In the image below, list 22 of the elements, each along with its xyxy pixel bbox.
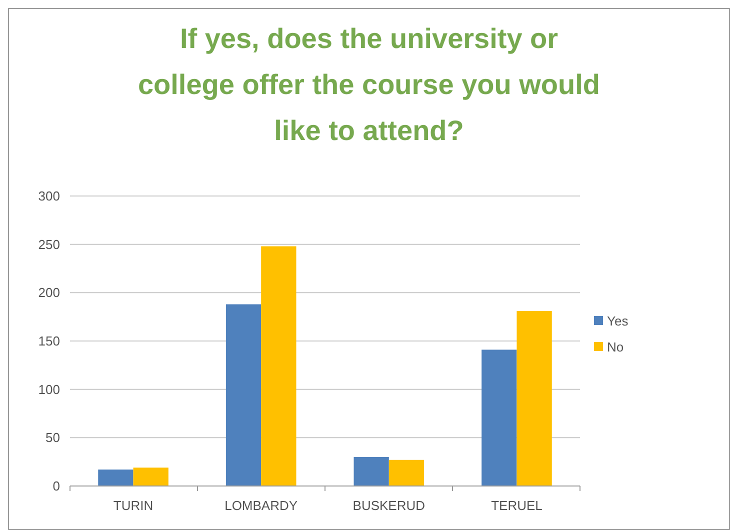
x-tick-label: TERUEL xyxy=(491,498,542,513)
bar xyxy=(482,350,517,486)
bar xyxy=(226,304,262,486)
bar xyxy=(354,457,389,486)
bar xyxy=(98,470,134,486)
y-tick-label: 50 xyxy=(46,430,60,446)
bar xyxy=(516,311,552,486)
y-tick-label: 300 xyxy=(38,188,60,204)
x-tick-label: BUSKERUD xyxy=(352,498,426,513)
y-tick-label: 150 xyxy=(38,334,60,349)
legend-label: No xyxy=(607,340,624,355)
x-tick-label: LOMBARDY xyxy=(224,498,298,513)
chart-title: If yes, does the university or college offer the course you would like to attend? xyxy=(138,23,600,146)
legend-label: Yes xyxy=(607,314,629,329)
x-tick-label: TURIN xyxy=(113,498,154,513)
bar xyxy=(261,246,296,486)
bar xyxy=(388,460,424,486)
y-tick-label: 200 xyxy=(38,285,60,300)
y-tick-label: 0 xyxy=(52,478,60,494)
y-tick-label: 100 xyxy=(38,382,60,397)
bar xyxy=(133,468,168,486)
y-tick-label: 250 xyxy=(38,236,60,252)
